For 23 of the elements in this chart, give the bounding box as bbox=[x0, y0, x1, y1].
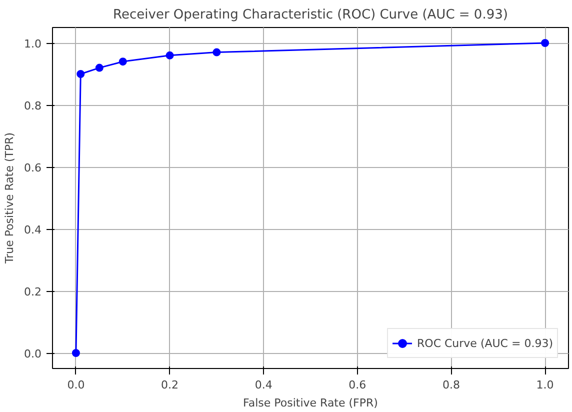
y-tick-label: 0.8 bbox=[24, 100, 42, 112]
chart-title: Receiver Operating Characteristic (ROC) Curve (AUC = 0.93) bbox=[113, 8, 508, 22]
y-tick-label: 1.0 bbox=[24, 38, 42, 50]
x-tick-label: 1.0 bbox=[536, 378, 554, 392]
point bbox=[95, 64, 104, 72]
y-axis-title: True Positive Rate (TPR) bbox=[3, 132, 16, 265]
point bbox=[541, 39, 550, 47]
point bbox=[76, 70, 85, 78]
y-tick-label: 0.6 bbox=[24, 162, 42, 174]
x-tick-label: 0.0 bbox=[67, 378, 85, 392]
x-tick-label: 0.4 bbox=[254, 378, 272, 392]
point bbox=[212, 48, 221, 56]
point bbox=[166, 51, 174, 60]
point bbox=[118, 58, 127, 66]
y-tick-label: 0.4 bbox=[24, 224, 42, 236]
legend-label: ROC Curve (AUC = 0.93) bbox=[417, 336, 553, 350]
y-tick-label: 0.2 bbox=[24, 286, 42, 298]
x-axis-title: False Positive Rate (FPR) bbox=[243, 396, 378, 410]
x-tick-label: 0.2 bbox=[161, 378, 179, 392]
x-tick-label: 0.8 bbox=[442, 378, 460, 392]
y-tick-label: 0.0 bbox=[24, 348, 42, 360]
point bbox=[72, 349, 80, 357]
x-tick-label: 0.6 bbox=[348, 378, 366, 392]
